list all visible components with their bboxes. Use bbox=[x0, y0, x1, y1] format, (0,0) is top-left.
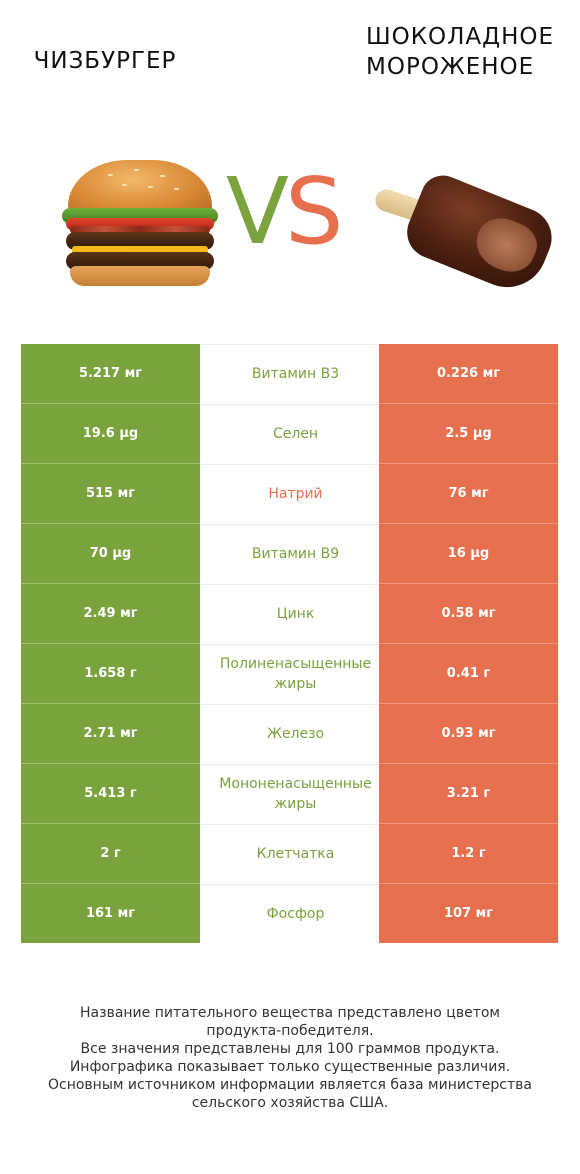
cheeseburger-value: 2.71 мг bbox=[21, 704, 200, 763]
table-row: 1.658 г Полиненасыщенные жиры 0.41 г bbox=[21, 644, 558, 704]
table-row: 2.71 мг Железо 0.93 мг bbox=[21, 704, 558, 764]
cheeseburger-value: 161 мг bbox=[21, 884, 200, 943]
burger-bun-bottom bbox=[70, 266, 210, 286]
row-divider bbox=[21, 823, 200, 824]
cheeseburger-value: 70 µg bbox=[21, 524, 200, 583]
ice-cream-value: 3.21 г bbox=[379, 764, 558, 823]
cheeseburger-value: 19.6 µg bbox=[21, 404, 200, 463]
row-divider bbox=[379, 463, 558, 464]
cheeseburger-value: 2.49 мг bbox=[21, 584, 200, 643]
cheeseburger-value: 1.658 г bbox=[21, 644, 200, 703]
row-divider bbox=[379, 763, 558, 764]
ice-cream-value: 0.226 мг bbox=[379, 344, 558, 403]
cheeseburger-value: 5.413 г bbox=[21, 764, 200, 823]
vs-s-letter: S bbox=[284, 158, 343, 265]
nutrient-name: Мононенасыщенные жиры bbox=[200, 764, 379, 823]
row-divider bbox=[21, 583, 200, 584]
cheeseburger-value: 515 мг bbox=[21, 464, 200, 523]
table-row: 5.217 мг Витамин B3 0.226 мг bbox=[21, 344, 558, 404]
nutrient-name: Клетчатка bbox=[200, 824, 379, 883]
cheeseburger-image bbox=[60, 160, 220, 290]
nutrient-name: Фосфор bbox=[200, 884, 379, 943]
vs-v-letter: V bbox=[226, 158, 289, 265]
ice-cream-value: 76 мг bbox=[379, 464, 558, 523]
ice-cream-value: 1.2 г bbox=[379, 824, 558, 883]
burger-bacon bbox=[70, 226, 210, 234]
nutrient-name: Полиненасыщенные жиры bbox=[200, 644, 379, 703]
table-row: 5.413 г Мононенасыщенные жиры 3.21 г bbox=[21, 764, 558, 824]
row-divider bbox=[379, 523, 558, 524]
row-divider bbox=[21, 643, 200, 644]
ice-cream-value: 0.41 г bbox=[379, 644, 558, 703]
seed-icon bbox=[148, 186, 153, 188]
seed-icon bbox=[122, 184, 127, 186]
row-divider bbox=[379, 643, 558, 644]
comparison-table: 5.217 мг Витамин B3 0.226 мг 19.6 µg Селен 2.… bbox=[21, 344, 558, 944]
cheeseburger-value: 2 г bbox=[21, 824, 200, 883]
row-divider bbox=[379, 703, 558, 704]
nutrient-name: Цинк bbox=[200, 584, 379, 643]
ice-cream-value: 0.93 мг bbox=[379, 704, 558, 763]
ice-cream-value: 2.5 µg bbox=[379, 404, 558, 463]
footer-line: продукта-победителя. bbox=[206, 1023, 374, 1039]
ice-cream-value: 16 µg bbox=[379, 524, 558, 583]
row-divider bbox=[379, 403, 558, 404]
table-row: 19.6 µg Селен 2.5 µg bbox=[21, 404, 558, 464]
vs-logo: VS bbox=[226, 162, 356, 262]
table-row: 515 мг Натрий 76 мг bbox=[21, 464, 558, 524]
right-title-line2: МОРОЖЕНОЕ bbox=[366, 54, 535, 80]
row-divider bbox=[21, 403, 200, 404]
left-product-title: ЧИЗБУРГЕР bbox=[33, 48, 177, 74]
nutrient-name: Витамин B9 bbox=[200, 524, 379, 583]
burger-bun-top bbox=[68, 160, 212, 216]
seed-icon bbox=[134, 169, 139, 171]
footer-line: Основным источником информации является … bbox=[48, 1077, 532, 1093]
row-divider bbox=[21, 763, 200, 764]
row-divider bbox=[379, 583, 558, 584]
cheeseburger-value: 5.217 мг bbox=[21, 344, 200, 403]
row-divider bbox=[21, 523, 200, 524]
footer-notes: Название питательного вещества представл… bbox=[30, 1004, 550, 1112]
seed-icon bbox=[108, 174, 113, 176]
seed-icon bbox=[174, 188, 179, 190]
table-row: 70 µg Витамин B9 16 µg bbox=[21, 524, 558, 584]
table-row: 2.49 мг Цинк 0.58 мг bbox=[21, 584, 558, 644]
nutrient-name: Натрий bbox=[200, 464, 379, 523]
chocolate-ice-cream-image bbox=[372, 168, 562, 300]
burger-patty bbox=[66, 252, 214, 270]
row-divider bbox=[21, 883, 200, 884]
row-divider bbox=[379, 883, 558, 884]
row-divider bbox=[379, 823, 558, 824]
ice-cream-value: 0.58 мг bbox=[379, 584, 558, 643]
footer-line: сельского хозяйства США. bbox=[191, 1095, 389, 1111]
burger-cheese bbox=[72, 246, 208, 256]
nutrient-name: Железо bbox=[200, 704, 379, 763]
table-row: 2 г Клетчатка 1.2 г bbox=[21, 824, 558, 884]
ice-cream-value: 107 мг bbox=[379, 884, 558, 943]
table-row: 161 мг Фосфор 107 мг bbox=[21, 884, 558, 944]
footer-line: Все значения представлены для 100 граммо… bbox=[80, 1041, 500, 1057]
seed-icon bbox=[160, 175, 165, 177]
row-divider bbox=[21, 463, 200, 464]
right-product-title: ШОКОЛАДНОЕ МОРОЖЕНОЕ bbox=[366, 22, 580, 82]
footer-line: Инфографика показывает только существенн… bbox=[69, 1059, 511, 1075]
footer-line: Название питательного вещества представл… bbox=[80, 1005, 500, 1021]
row-divider bbox=[21, 703, 200, 704]
right-title-line1: ШОКОЛАДНОЕ bbox=[366, 24, 555, 50]
nutrient-name: Селен bbox=[200, 404, 379, 463]
nutrient-name: Витамин B3 bbox=[200, 344, 379, 403]
burger-patty bbox=[66, 232, 214, 250]
